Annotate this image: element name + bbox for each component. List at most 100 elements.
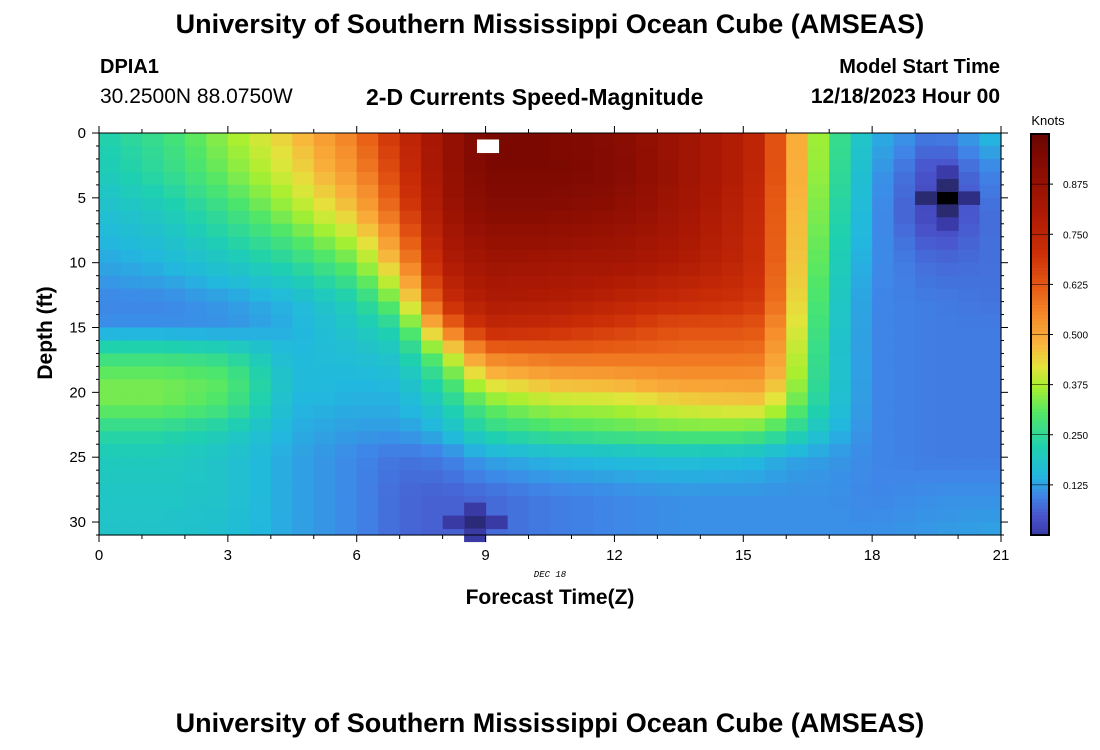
heatmap-cell bbox=[292, 210, 315, 225]
heatmap-cell bbox=[120, 223, 143, 238]
station-id: DPIA1 bbox=[100, 56, 159, 78]
heatmap-cell bbox=[399, 288, 422, 303]
colorbar-swatch bbox=[1031, 421, 1049, 426]
heatmap-cell bbox=[700, 275, 723, 290]
heatmap-cell bbox=[764, 236, 787, 251]
heatmap-cell bbox=[421, 392, 444, 406]
heatmap-cell bbox=[184, 158, 207, 173]
heatmap-cell bbox=[141, 327, 165, 342]
heatmap-cell bbox=[335, 392, 358, 406]
heatmap-cell bbox=[120, 496, 143, 510]
heatmap-cell bbox=[764, 379, 787, 393]
heatmap-cell bbox=[721, 457, 744, 471]
heatmap-cell bbox=[958, 145, 981, 160]
heatmap-cell bbox=[120, 145, 143, 160]
heatmap-cell bbox=[678, 184, 701, 199]
heatmap-cell bbox=[915, 353, 938, 368]
heatmap-cell bbox=[635, 171, 658, 186]
heatmap-cell bbox=[313, 145, 336, 160]
heatmap-cell bbox=[850, 249, 873, 264]
colorbar-tick-label: 0.750 bbox=[1063, 230, 1088, 241]
heatmap-cell bbox=[829, 133, 852, 147]
colorbar-swatch bbox=[1031, 314, 1049, 319]
heatmap-cell bbox=[356, 158, 379, 173]
heatmap-cell bbox=[614, 366, 637, 380]
heatmap-cell bbox=[550, 340, 573, 355]
heatmap-cell bbox=[700, 509, 723, 523]
heatmap-cell bbox=[893, 483, 916, 497]
heatmap-cell bbox=[141, 171, 165, 186]
heatmap-cell bbox=[786, 340, 809, 355]
heatmap-cell bbox=[485, 262, 508, 277]
heatmap-cell bbox=[786, 275, 809, 290]
heatmap-cell bbox=[421, 249, 444, 264]
heatmap-cell bbox=[335, 236, 358, 251]
heatmap-cell bbox=[227, 470, 250, 484]
heatmap-cell bbox=[356, 223, 379, 238]
colorbar-swatch bbox=[1031, 404, 1049, 409]
heatmap-cell bbox=[829, 327, 852, 342]
heatmap-cell bbox=[936, 444, 959, 458]
heatmap-cell bbox=[507, 496, 530, 510]
heatmap-cell bbox=[807, 379, 830, 393]
heatmap-cell bbox=[507, 262, 530, 277]
colorbar-swatch bbox=[1031, 394, 1049, 399]
heatmap-cell bbox=[356, 145, 379, 160]
colorbar-swatch bbox=[1031, 444, 1049, 449]
heatmap-cell bbox=[915, 171, 938, 186]
heatmap-cell bbox=[99, 133, 122, 147]
heatmap-cell bbox=[421, 314, 444, 329]
heatmap-cell bbox=[99, 184, 122, 199]
model-start-date: 12/18/2023 Hour 00 bbox=[810, 85, 1000, 108]
heatmap-cell bbox=[614, 314, 637, 329]
heatmap-cell bbox=[99, 379, 122, 393]
heatmap-cell bbox=[592, 418, 616, 432]
heatmap-cell bbox=[227, 405, 250, 419]
heatmap-cell bbox=[743, 327, 766, 342]
heatmap-cell bbox=[700, 210, 723, 225]
heatmap-cell bbox=[850, 288, 873, 303]
heatmap-cell bbox=[378, 288, 401, 303]
heatmap-cell bbox=[721, 158, 744, 173]
heatmap-cell bbox=[893, 496, 916, 510]
heatmap-cell bbox=[721, 210, 744, 225]
colorbar-swatch bbox=[1031, 240, 1049, 245]
colorbar-swatch bbox=[1031, 514, 1049, 519]
heatmap-cell bbox=[206, 210, 229, 225]
heatmap-cell bbox=[335, 405, 358, 419]
heatmap-cell bbox=[550, 133, 573, 147]
heatmap-cell bbox=[743, 431, 766, 445]
x-tick-label: 0 bbox=[95, 547, 103, 564]
heatmap-cell bbox=[292, 184, 315, 199]
heatmap-cell bbox=[550, 223, 573, 238]
colorbar-swatch bbox=[1031, 250, 1049, 255]
heatmap-cell bbox=[936, 431, 959, 445]
colorbar-swatch bbox=[1031, 454, 1049, 459]
heatmap-cell bbox=[893, 223, 916, 238]
heatmap-cell bbox=[292, 171, 315, 186]
heatmap-cell bbox=[270, 301, 293, 316]
heatmap-cell bbox=[249, 301, 272, 316]
heatmap-cell bbox=[571, 457, 594, 471]
heatmap-cell bbox=[893, 522, 916, 536]
heatmap-cell bbox=[227, 262, 250, 277]
heatmap-cell bbox=[313, 418, 336, 432]
heatmap-cell bbox=[936, 178, 959, 192]
heatmap-cell bbox=[614, 223, 637, 238]
heatmap-cell bbox=[313, 275, 336, 290]
heatmap-cell bbox=[99, 509, 122, 523]
heatmap-cell bbox=[700, 379, 723, 393]
heatmap-cell bbox=[550, 184, 573, 199]
heatmap-cell bbox=[979, 522, 1002, 536]
heatmap-cell bbox=[485, 392, 508, 406]
heatmap-cell bbox=[206, 223, 229, 238]
heatmap-cell bbox=[227, 223, 250, 238]
colorbar-swatch bbox=[1031, 247, 1049, 252]
heatmap-cell bbox=[442, 145, 465, 160]
heatmap-cell bbox=[721, 522, 744, 536]
heatmap-cell bbox=[657, 366, 680, 380]
heatmap-cell bbox=[227, 509, 250, 523]
heatmap-cell bbox=[807, 210, 830, 225]
heatmap-cell bbox=[270, 431, 293, 445]
heatmap-cell bbox=[657, 483, 680, 497]
